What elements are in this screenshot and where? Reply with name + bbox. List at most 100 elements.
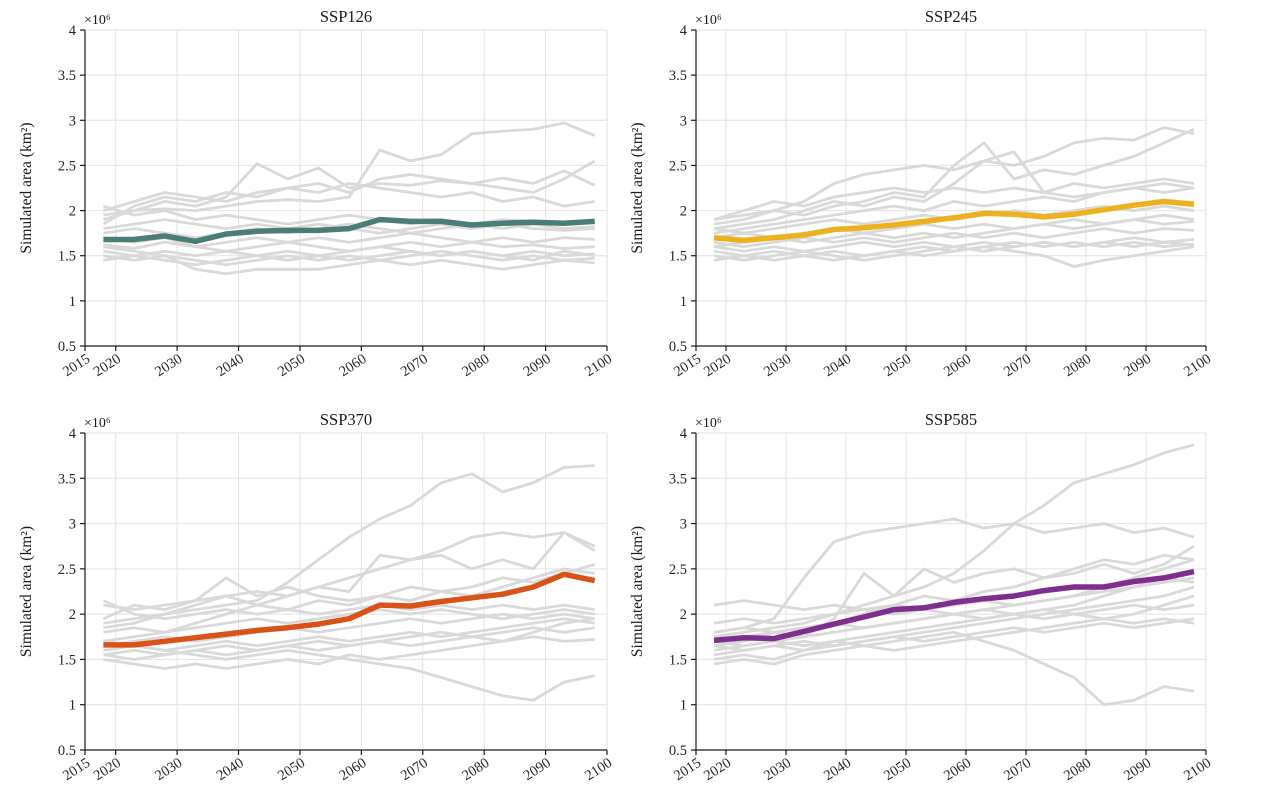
y-tick-label: 3 <box>69 113 76 129</box>
y-tick-label: 1.5 <box>669 249 687 265</box>
y-tick-label: 3.5 <box>669 68 687 84</box>
ensemble-member-line <box>713 594 1195 666</box>
ensemble-member-line <box>103 245 595 262</box>
x-tick-label: 2030 <box>761 755 794 784</box>
axis-frame <box>695 433 1206 751</box>
ensemble-member-line <box>103 617 595 670</box>
y-axis-label: Simulated area (km²) <box>629 122 646 253</box>
ensemble-member-line <box>713 599 1195 625</box>
x-tick-label: 2030 <box>152 351 185 380</box>
x-tick-label: 2070 <box>1001 755 1034 784</box>
ensemble-member-line <box>103 249 595 267</box>
y-tick-label: 2.5 <box>669 562 687 578</box>
x-tick-label: 2040 <box>821 755 854 784</box>
y-axis-exponent-label: ×10⁶ <box>84 416 111 431</box>
ensemble-member-line <box>103 464 595 625</box>
y-tick-label: 1 <box>680 294 687 310</box>
x-tick-label: 2015 <box>671 351 704 380</box>
ensemble-member-line <box>102 159 596 226</box>
y-axis-label: Simulated area (km²) <box>629 526 646 657</box>
x-tick-label: 2100 <box>1181 755 1214 784</box>
ensemble-member-line <box>713 617 1195 652</box>
ensemble-member-line <box>103 531 596 630</box>
y-tick-label: 3.5 <box>669 471 687 487</box>
x-tick-label: 2080 <box>459 351 492 380</box>
ensemble-member-line <box>713 150 1195 230</box>
y-axis-label: Simulated area (km²) <box>18 122 35 253</box>
x-tick-label: 2070 <box>398 351 431 380</box>
y-tick-label: 0.5 <box>669 743 687 759</box>
y-tick-label: 3 <box>69 517 76 533</box>
y-tick-label: 3 <box>680 113 687 129</box>
ensemble-member-line <box>103 245 595 276</box>
y-tick-label: 1.5 <box>58 249 76 265</box>
ensemble-member-line <box>103 639 595 702</box>
ensemble-member-line <box>713 517 1195 634</box>
x-tick-label: 2060 <box>336 351 369 380</box>
panel-ssp126: SSP126 ×10⁶ Simulated area (km²) 0.5 1 1.5 2 2.… <box>18 7 615 380</box>
ensemble-member-line <box>713 240 1195 262</box>
x-tick-label: 2030 <box>152 755 185 784</box>
ensemble-member-line <box>713 576 1195 657</box>
ensemble-member-line <box>102 599 595 621</box>
y-tick-label: 3.5 <box>58 471 76 487</box>
y-tick-label: 1.5 <box>58 652 76 668</box>
x-tick-label: 2040 <box>214 351 247 380</box>
ensemble-member-line <box>713 585 1195 661</box>
ensemble-mean-line <box>103 571 596 648</box>
x-tick-label: 2050 <box>275 755 308 784</box>
ensemble-member-line <box>103 182 595 212</box>
x-tick-label: 2050 <box>275 351 308 380</box>
ensemble-member-line <box>103 162 596 221</box>
chart-title: SSP245 <box>925 7 977 26</box>
chart-title: SSP585 <box>925 410 977 429</box>
x-tick-label: 2080 <box>459 755 492 784</box>
x-tick-label: 2020 <box>91 755 124 784</box>
x-tick-label: 2040 <box>214 755 247 784</box>
ensemble-member-line <box>713 218 1195 249</box>
y-tick-label: 4 <box>680 426 688 442</box>
x-tick-label: 2050 <box>881 755 914 784</box>
x-tick-label: 2015 <box>671 755 704 784</box>
x-tick-label: 2070 <box>1001 351 1034 380</box>
ensemble-member-line <box>713 630 1195 707</box>
ensemble-mean-line <box>713 198 1195 244</box>
x-tick-label: 2050 <box>881 351 914 380</box>
x-tick-label: 2100 <box>1181 351 1214 380</box>
ensemble-member-line <box>103 562 596 643</box>
x-tick-label: 2060 <box>336 755 369 784</box>
x-tick-label: 2015 <box>60 351 93 380</box>
x-tick-label: 2030 <box>761 351 794 380</box>
panel-ssp370: SSP370 ×10⁶ Simulated area (km²) 0.5 1 1.5 2 2.… <box>18 410 615 784</box>
y-axis-exponent-label: ×10⁶ <box>695 416 722 431</box>
y-tick-label: 4 <box>69 426 77 442</box>
ensemble-member-line <box>103 617 595 652</box>
x-tick-label: 2090 <box>521 351 554 380</box>
y-tick-label: 3 <box>680 517 687 533</box>
y-tick-label: 3.5 <box>58 68 76 84</box>
x-tick-label: 2080 <box>1061 351 1094 380</box>
y-tick-label: 0.5 <box>58 743 76 759</box>
y-tick-label: 2 <box>680 607 687 623</box>
ensemble-member-line <box>103 608 595 634</box>
x-tick-label: 2040 <box>821 351 854 380</box>
x-tick-label: 2020 <box>701 755 734 784</box>
panel-ssp585: SSP585 ×10⁶ Simulated area (km²) 0.5 1 1.5 2 2.… <box>629 410 1214 784</box>
ensemble-member-line <box>103 222 595 240</box>
ensemble-member-line <box>103 531 596 611</box>
ensemble-member-line <box>103 121 596 217</box>
ensemble-mean-line <box>103 216 595 245</box>
chart-title: SSP370 <box>320 410 372 429</box>
y-tick-label: 2.5 <box>58 562 76 578</box>
ensemble-member-line <box>713 227 1195 249</box>
x-tick-label: 2100 <box>582 755 615 784</box>
y-tick-label: 1.5 <box>669 652 687 668</box>
ensemble-member-line <box>103 231 595 249</box>
x-tick-label: 2090 <box>1121 351 1154 380</box>
y-tick-label: 2 <box>69 607 76 623</box>
panel-ssp245: SSP245 ×10⁶ Simulated area (km²) 0.5 1 1.5 2 2.… <box>629 7 1214 380</box>
x-tick-label: 2060 <box>941 755 974 784</box>
x-tick-label: 2020 <box>701 351 734 380</box>
y-tick-label: 0.5 <box>58 339 76 355</box>
